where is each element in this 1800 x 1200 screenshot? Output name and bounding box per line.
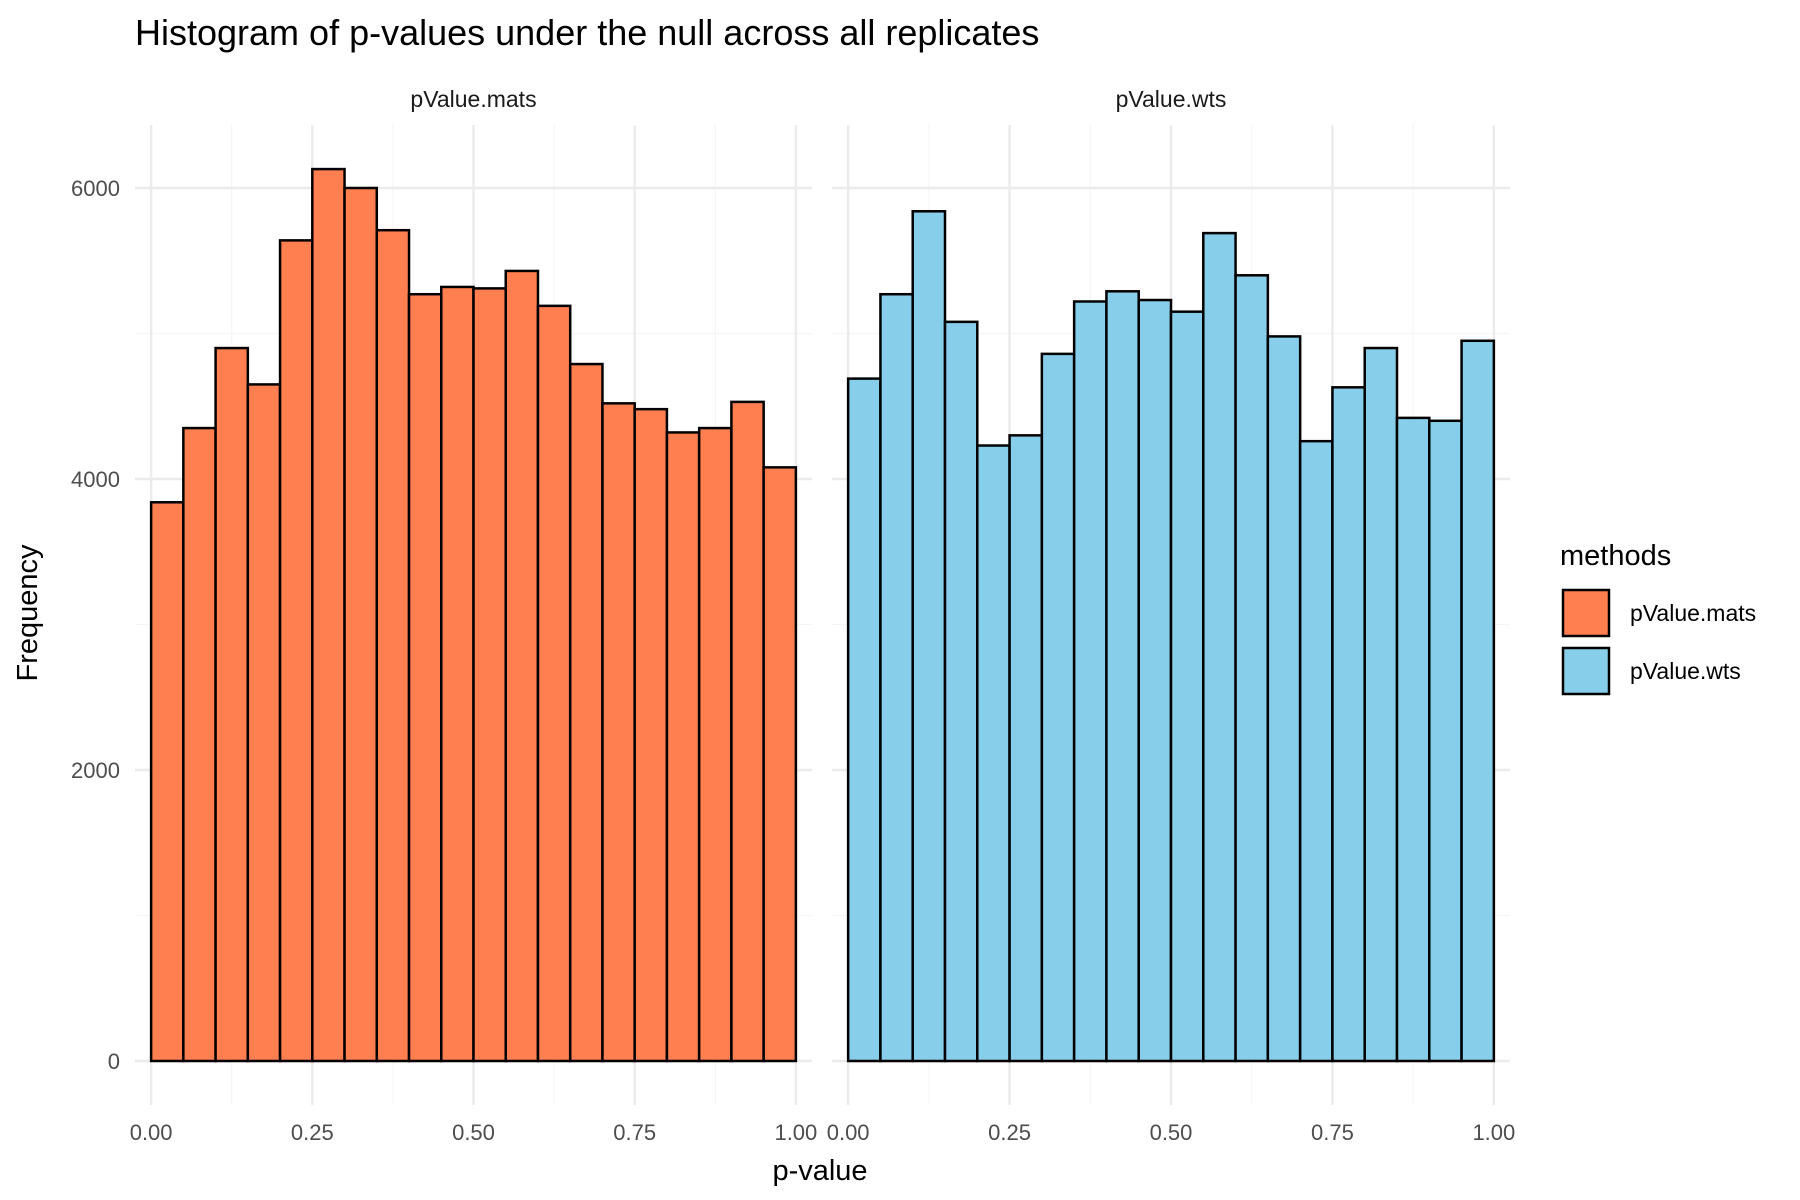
x-tick-label: 0.25: [988, 1120, 1031, 1145]
x-tick-label: 1.00: [1472, 1120, 1515, 1145]
y-tick-label: 6000: [71, 176, 120, 201]
histogram-bar: [375, 228, 411, 1063]
histogram-bar: [246, 383, 282, 1063]
x-tick-label: 0.75: [1311, 1120, 1354, 1145]
facet-strip-label: pValue.wts: [1116, 86, 1227, 112]
histogram-bar: [633, 407, 669, 1063]
legend-swatch: [1561, 646, 1611, 696]
histogram-bar: [697, 426, 733, 1063]
x-axis-title: p-value: [772, 1155, 867, 1187]
histogram-bar: [536, 304, 572, 1063]
histogram-bar: [440, 285, 475, 1063]
histogram-bar: [943, 320, 979, 1063]
x-tick-label: 0.25: [291, 1120, 334, 1145]
histogram-bar: [1363, 346, 1399, 1063]
chart-title: Histogram of p-values under the null acr…: [135, 12, 1039, 53]
histogram-bar: [846, 377, 882, 1063]
facet-panel: pValue.wts 0.00 0.25 0.50 0.75 1.00: [827, 86, 1516, 1145]
facet-panels: pValue.mats 0.00 0.25 0.50 0.75 1.00 0 2000 4000…: [71, 86, 1515, 1145]
legend-label: pValue.mats: [1630, 600, 1756, 626]
x-tick-label: 0.50: [1150, 1120, 1193, 1145]
histogram-bar: [1008, 434, 1044, 1063]
x-tick-label: 0.00: [827, 1120, 870, 1145]
histogram-bar: [149, 501, 185, 1063]
histogram-bar: [1234, 274, 1270, 1063]
histogram-bar: [504, 269, 540, 1063]
histogram-bar: [1105, 290, 1140, 1063]
histogram-bar: [879, 292, 914, 1063]
y-tick-label: 0: [108, 1049, 120, 1074]
x-tick-label: 0.50: [452, 1120, 495, 1145]
histogram-bar: [762, 466, 798, 1063]
y-axis-title: Frequency: [12, 544, 44, 682]
histogram-bar: [568, 362, 604, 1063]
y-tick-label: 4000: [71, 467, 120, 492]
facet-panel: pValue.mats 0.00 0.25 0.50 0.75 1.00 0 2000 4000…: [71, 86, 817, 1145]
legend: methods pValue.mats pValue.wts: [1560, 540, 1756, 696]
histogram-bar: [182, 426, 217, 1063]
histogram-bar: [311, 167, 346, 1063]
y-tick-label: 2000: [71, 758, 120, 783]
histogram-bar: [1072, 300, 1108, 1063]
histogram-bar: [665, 431, 701, 1063]
histogram-bar: [407, 292, 443, 1063]
legend-label: pValue.wts: [1630, 658, 1741, 684]
x-tick-label: 1.00: [774, 1120, 817, 1145]
histogram-bar: [976, 444, 1011, 1063]
legend-title: methods: [1560, 540, 1671, 572]
histogram-bar: [1460, 339, 1496, 1063]
facet-strip-label: pValue.mats: [410, 86, 536, 112]
histogram-bar: [278, 239, 314, 1063]
histogram-bar: [472, 287, 507, 1063]
histogram-bar: [1298, 439, 1334, 1063]
histogram-bar: [1202, 231, 1237, 1063]
histogram-bar: [730, 400, 765, 1063]
histogram-bar: [343, 186, 379, 1063]
histogram-bar: [1395, 416, 1431, 1063]
histogram-bar: [1169, 310, 1205, 1063]
x-tick-label: 0.75: [613, 1120, 656, 1145]
histogram-bar: [911, 210, 947, 1063]
histogram-bar: [1331, 386, 1366, 1063]
histogram-bar: [1137, 298, 1173, 1063]
histogram-bar: [1266, 335, 1302, 1063]
histogram-bar: [1040, 352, 1076, 1063]
legend-swatch: [1561, 588, 1611, 638]
x-tick-label: 0.00: [130, 1120, 173, 1145]
histogram-bar: [601, 402, 636, 1063]
histogram-bar: [214, 346, 250, 1063]
histogram-bar: [1428, 419, 1463, 1063]
legend-items: pValue.mats pValue.wts: [1561, 588, 1756, 696]
